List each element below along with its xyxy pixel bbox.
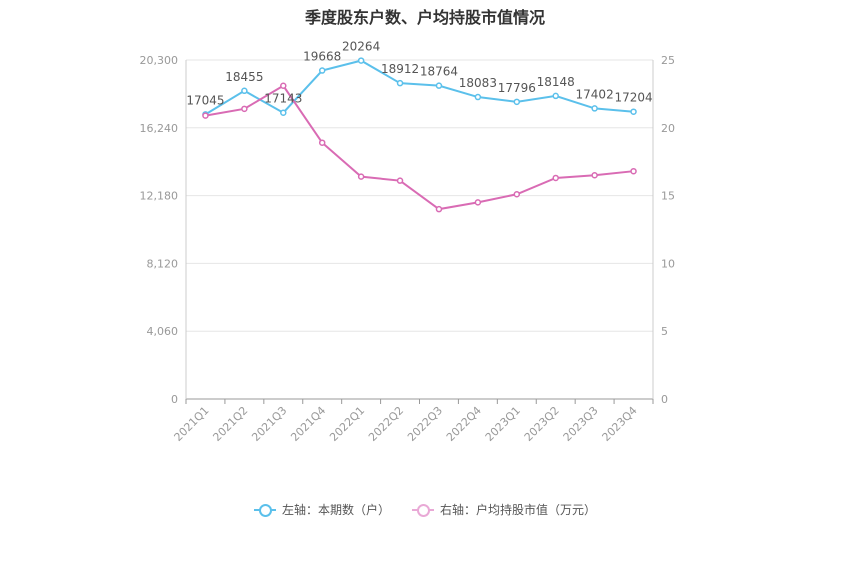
series-1-point xyxy=(318,139,326,146)
data-label: 17143 xyxy=(264,92,302,106)
series-1-point xyxy=(591,172,598,179)
x-tick-label: 2023Q3 xyxy=(561,404,601,444)
series-0-point xyxy=(318,67,326,74)
x-tick-label: 2022Q3 xyxy=(405,404,445,444)
right-tick-label: 20 xyxy=(661,122,675,135)
x-tick-label: 2022Q1 xyxy=(327,404,367,444)
left-tick-label: 4,060 xyxy=(147,325,179,338)
series-1-point xyxy=(552,174,559,182)
series-0-point xyxy=(280,109,287,116)
data-label: 17796 xyxy=(498,81,536,95)
series-1-point xyxy=(357,173,365,180)
data-label: 18148 xyxy=(537,75,575,89)
series-0-point xyxy=(435,82,443,89)
x-tick-label: 2022Q4 xyxy=(444,404,484,444)
series-1-point xyxy=(474,199,482,206)
series-0-point xyxy=(396,79,404,87)
right-tick-label: 5 xyxy=(661,325,668,338)
series-0-point xyxy=(630,108,637,115)
legend-label-right: 右轴：户均持股市值（万元） xyxy=(440,503,597,517)
left-tick-label: 8,120 xyxy=(147,257,179,270)
right-tick-label: 0 xyxy=(661,393,668,406)
data-label: 18764 xyxy=(420,65,458,79)
data-label: 17402 xyxy=(576,87,614,101)
series-0-point xyxy=(513,98,521,106)
series-1-point xyxy=(513,190,521,198)
left-tick-label: 20,300 xyxy=(140,54,179,67)
series-1-point xyxy=(630,167,637,175)
legend-item-right[interactable]: 右轴：户均持股市值（万元） xyxy=(412,501,596,518)
series-1-point xyxy=(435,205,443,213)
x-tick-label: 2021Q2 xyxy=(210,404,250,444)
chart-title: 季度股东户数、户均持股市值情况 xyxy=(304,8,545,27)
series-layer xyxy=(202,57,637,213)
data-label: 18912 xyxy=(381,62,419,76)
series-0-point xyxy=(552,92,559,100)
series-line-0 xyxy=(204,59,634,116)
legend-marker-left xyxy=(253,503,276,517)
series-1-point xyxy=(280,82,287,90)
data-label: 20264 xyxy=(342,40,380,54)
x-tick-label: 2023Q2 xyxy=(522,404,562,444)
right-tick-label: 10 xyxy=(661,257,675,270)
data-label: 18083 xyxy=(459,76,497,90)
left-tick-label: 0 xyxy=(171,393,178,406)
series-0-point xyxy=(474,93,482,101)
x-tick-label: 2023Q1 xyxy=(483,404,523,444)
x-tick-label: 2022Q2 xyxy=(366,404,406,444)
series-0-point xyxy=(357,57,365,64)
data-label: 18455 xyxy=(225,70,263,84)
x-tick-label: 2021Q1 xyxy=(172,404,212,444)
x-tick-label: 2021Q3 xyxy=(249,404,289,444)
data-label: 19668 xyxy=(303,50,341,64)
data-label: 17204 xyxy=(614,91,652,105)
legend-marker-right xyxy=(412,503,434,517)
x-axis-ticks: 2021Q12021Q22021Q32021Q42022Q12022Q22022… xyxy=(172,399,654,444)
left-tick-label: 16,240 xyxy=(140,122,179,135)
series-1-point xyxy=(202,112,209,119)
series-0-point xyxy=(241,87,248,95)
grid-layer xyxy=(185,59,654,400)
x-tick-label: 2021Q4 xyxy=(288,404,328,444)
left-axis-ticks: 0 4,060 8,120 12,180 16,240 20,300 xyxy=(140,54,179,406)
legend-label-left: 左轴：本期数（户） xyxy=(281,503,390,517)
series-1-point xyxy=(396,177,404,184)
left-tick-label: 12,180 xyxy=(140,190,179,203)
legend: 左轴：本期数（户） 右轴：户均持股市值（万元） xyxy=(0,501,850,518)
series-1-point xyxy=(241,105,248,113)
right-axis-ticks: 0 5 10 15 20 25 xyxy=(661,54,675,406)
legend-item-left[interactable]: 左轴：本期数（户） xyxy=(253,501,390,518)
series-0-point xyxy=(591,105,598,112)
right-tick-label: 15 xyxy=(661,190,675,203)
series-line-1 xyxy=(205,84,634,211)
right-tick-label: 25 xyxy=(661,54,675,67)
data-label: 17045 xyxy=(186,93,224,107)
x-tick-label: 2023Q4 xyxy=(600,404,640,444)
